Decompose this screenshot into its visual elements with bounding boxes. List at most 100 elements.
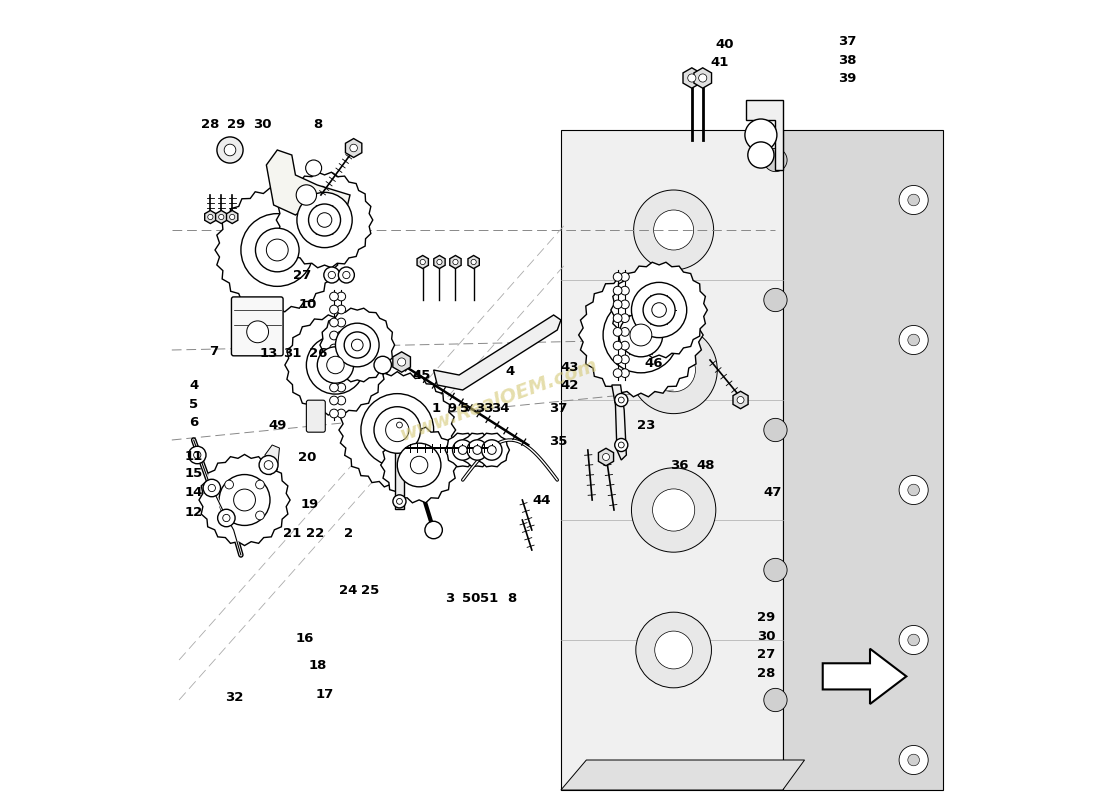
Polygon shape <box>205 210 216 223</box>
Polygon shape <box>561 130 783 790</box>
Circle shape <box>634 190 714 270</box>
Circle shape <box>899 326 928 354</box>
Text: 47: 47 <box>763 486 782 498</box>
Polygon shape <box>612 385 626 460</box>
Circle shape <box>224 511 233 520</box>
Circle shape <box>763 288 788 312</box>
Circle shape <box>352 339 363 351</box>
Text: 14: 14 <box>185 486 204 499</box>
Circle shape <box>654 631 693 669</box>
Circle shape <box>614 273 622 282</box>
Circle shape <box>899 626 928 654</box>
Circle shape <box>255 511 264 520</box>
Polygon shape <box>733 391 748 409</box>
Polygon shape <box>199 454 290 546</box>
Circle shape <box>194 451 201 458</box>
Polygon shape <box>747 100 783 170</box>
Text: 42: 42 <box>561 379 580 392</box>
Circle shape <box>396 422 403 428</box>
Circle shape <box>374 356 392 374</box>
Text: 26: 26 <box>309 347 327 360</box>
Polygon shape <box>610 262 707 358</box>
Polygon shape <box>393 352 410 372</box>
Circle shape <box>222 514 230 522</box>
Circle shape <box>337 357 345 366</box>
Text: 50: 50 <box>462 592 481 605</box>
Circle shape <box>330 383 339 392</box>
Circle shape <box>748 142 774 168</box>
Circle shape <box>260 455 278 474</box>
Text: 48: 48 <box>696 459 715 472</box>
Polygon shape <box>265 445 279 475</box>
Text: 8: 8 <box>314 118 322 130</box>
Circle shape <box>899 746 928 774</box>
Circle shape <box>618 397 624 403</box>
Polygon shape <box>598 448 614 466</box>
Text: 27: 27 <box>757 648 776 661</box>
Circle shape <box>317 213 332 227</box>
Circle shape <box>908 194 920 206</box>
Circle shape <box>224 480 233 489</box>
Circle shape <box>620 369 629 378</box>
Circle shape <box>219 474 270 526</box>
Circle shape <box>908 754 920 766</box>
Polygon shape <box>227 210 238 223</box>
Circle shape <box>620 286 629 295</box>
Circle shape <box>631 468 716 552</box>
Polygon shape <box>683 68 701 88</box>
Text: 29: 29 <box>228 118 245 130</box>
Circle shape <box>393 418 406 431</box>
Polygon shape <box>460 434 495 466</box>
Circle shape <box>615 438 628 451</box>
Text: 5: 5 <box>189 398 199 410</box>
Circle shape <box>330 318 339 327</box>
Circle shape <box>614 342 622 350</box>
Text: 10: 10 <box>298 298 317 310</box>
Circle shape <box>188 446 206 464</box>
Circle shape <box>337 344 345 353</box>
Circle shape <box>482 440 502 460</box>
Circle shape <box>344 332 371 358</box>
Text: 23: 23 <box>637 419 656 432</box>
FancyBboxPatch shape <box>395 422 404 509</box>
Circle shape <box>224 144 235 156</box>
Circle shape <box>219 214 224 220</box>
Circle shape <box>336 323 380 367</box>
Circle shape <box>330 357 339 366</box>
Circle shape <box>337 331 345 340</box>
Circle shape <box>631 282 686 338</box>
Circle shape <box>437 259 442 265</box>
Text: 22: 22 <box>307 527 324 540</box>
Text: 18: 18 <box>309 659 327 672</box>
Circle shape <box>603 454 609 461</box>
Circle shape <box>618 442 624 448</box>
Circle shape <box>350 144 358 152</box>
Circle shape <box>361 394 433 466</box>
Circle shape <box>908 484 920 496</box>
Circle shape <box>255 480 264 489</box>
Circle shape <box>337 305 345 314</box>
Circle shape <box>323 267 340 283</box>
Circle shape <box>459 446 468 454</box>
Circle shape <box>330 396 339 405</box>
Circle shape <box>337 292 345 301</box>
Circle shape <box>330 331 339 340</box>
Circle shape <box>386 418 409 442</box>
Circle shape <box>737 397 744 403</box>
Polygon shape <box>694 68 712 88</box>
Polygon shape <box>433 255 446 269</box>
Circle shape <box>317 347 353 383</box>
Text: 32: 32 <box>224 691 243 704</box>
Circle shape <box>204 479 220 497</box>
Polygon shape <box>561 760 804 790</box>
Text: 41: 41 <box>711 56 729 69</box>
Circle shape <box>308 204 341 236</box>
Circle shape <box>453 259 458 265</box>
Circle shape <box>698 74 707 82</box>
Text: 3: 3 <box>446 592 454 605</box>
Text: 9: 9 <box>448 402 456 414</box>
Text: 16: 16 <box>295 632 313 645</box>
Circle shape <box>397 443 441 487</box>
Circle shape <box>468 440 487 460</box>
Text: 2: 2 <box>344 527 353 540</box>
